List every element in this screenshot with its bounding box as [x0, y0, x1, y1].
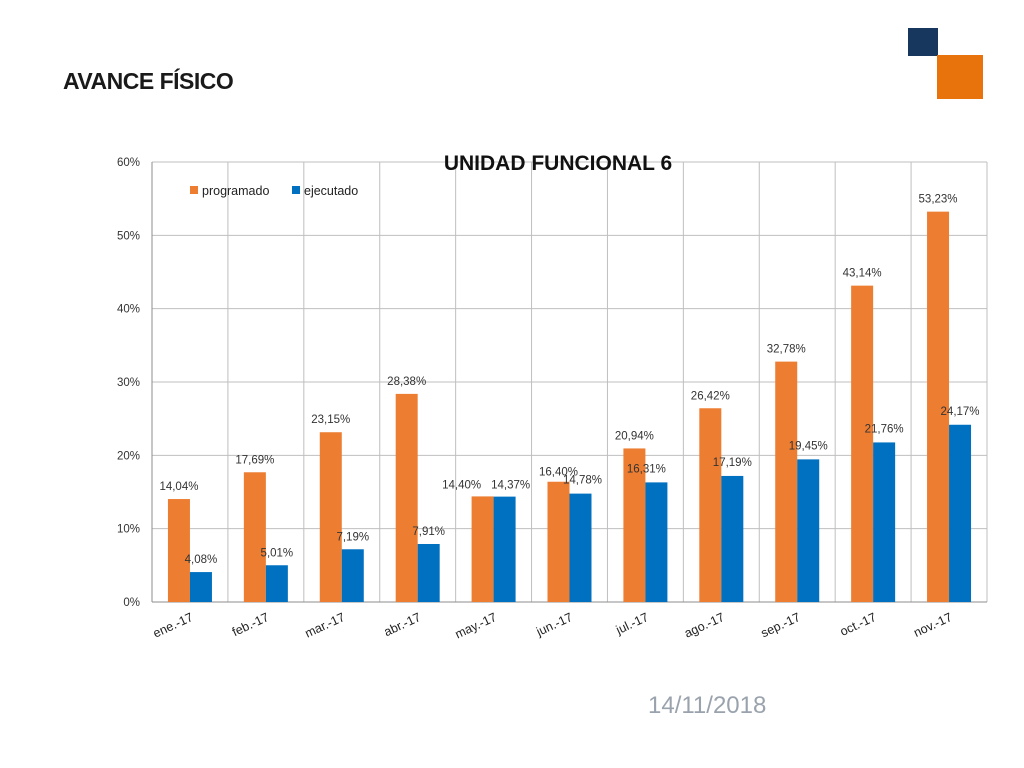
- data-label-programado: 16,40%: [539, 467, 578, 479]
- bar-ejecutado: [493, 496, 516, 602]
- bar-ejecutado: [189, 572, 212, 602]
- bar-ejecutado: [721, 475, 744, 602]
- data-label-ejecutado: 14,78%: [563, 475, 602, 487]
- data-label-programado: 14,40%: [442, 479, 481, 491]
- x-tick-label: ago.-17: [682, 610, 726, 641]
- bar-programado: [927, 211, 950, 602]
- logo-navy-square: [908, 28, 938, 56]
- legend-label-programado: programado: [202, 184, 269, 198]
- legend: programado ejecutado: [190, 184, 358, 198]
- bar-ejecutado: [873, 442, 896, 602]
- bar-programado: [243, 472, 266, 602]
- x-tick-label: jul.-17: [613, 610, 651, 638]
- bar-ejecutado: [569, 493, 592, 602]
- bar-ejecutado: [341, 549, 364, 602]
- x-tick-label: sep.-17: [759, 610, 803, 640]
- data-label-ejecutado: 4,08%: [185, 554, 218, 566]
- slide-date: 14/11/2018: [648, 692, 767, 719]
- bar-ejecutado: [949, 424, 972, 602]
- y-tick-label: 10%: [117, 524, 140, 536]
- legend-swatch-ejecutado: [292, 186, 300, 194]
- bar-programado: [167, 499, 190, 602]
- bar-layer: [167, 211, 972, 602]
- data-label-programado: 32,78%: [767, 344, 806, 356]
- x-tick-label: may.-17: [453, 610, 499, 641]
- bar-ejecutado: [797, 459, 820, 602]
- x-tick-label: jun.-17: [533, 610, 575, 639]
- bar-ejecutado: [645, 482, 668, 602]
- x-tick-label: ene.-17: [151, 610, 195, 641]
- x-tick-label: nov.-17: [911, 610, 954, 640]
- grid-layer: 0% 10% 20% 30% 40% 50% 60%: [117, 157, 988, 609]
- data-label-programado: 23,15%: [311, 414, 350, 426]
- legend-label-ejecutado: ejecutado: [304, 184, 358, 198]
- data-label-ejecutado: 5,01%: [261, 547, 294, 559]
- data-label-ejecutado: 19,45%: [789, 440, 828, 452]
- x-tick-label: mar.-17: [303, 610, 347, 641]
- bar-ejecutado: [417, 543, 440, 602]
- data-label-programado: 53,23%: [919, 194, 958, 206]
- legend-swatch-programado: [190, 186, 198, 194]
- data-label-ejecutado: 7,91%: [412, 526, 445, 538]
- data-label-ejecutado: 14,37%: [491, 480, 530, 492]
- data-label-ejecutado: 24,17%: [941, 406, 980, 418]
- y-tick-label: 40%: [117, 304, 140, 316]
- data-label-programado: 28,38%: [387, 376, 426, 388]
- chart-title: UNIDAD FUNCIONAL 6: [444, 152, 672, 175]
- data-label-ejecutado: 7,19%: [336, 531, 369, 543]
- bar-programado: [395, 393, 418, 602]
- y-tick-label: 60%: [117, 157, 140, 169]
- bar-programado: [775, 361, 798, 602]
- x-tick-label: feb.-17: [230, 610, 271, 639]
- data-label-ejecutado: 16,31%: [627, 463, 666, 475]
- bar-programado: [851, 285, 874, 602]
- slide-title: AVANCE FÍSICO: [63, 68, 234, 94]
- data-label-programado: 17,69%: [235, 454, 274, 466]
- bar-programado: [699, 408, 722, 602]
- bar-programado: [471, 496, 494, 602]
- bar-programado: [547, 481, 570, 602]
- data-label-ejecutado: 21,76%: [865, 423, 904, 435]
- data-label-ejecutado: 17,19%: [713, 457, 752, 469]
- logo-orange-square: [937, 55, 983, 99]
- y-tick-label: 30%: [117, 377, 140, 389]
- bar-programado: [623, 448, 646, 602]
- bar-programado: [319, 432, 342, 602]
- data-label-programado: 43,14%: [843, 268, 882, 280]
- data-label-programado: 20,94%: [615, 430, 654, 442]
- y-tick-label: 50%: [117, 230, 140, 242]
- y-tick-label: 20%: [117, 450, 140, 462]
- x-tick-label: oct.-17: [838, 610, 879, 639]
- bar-ejecutado: [265, 565, 288, 602]
- x-tick-label: abr.-17: [382, 610, 423, 639]
- y-tick-label: 0%: [123, 597, 140, 609]
- data-label-programado: 14,04%: [159, 481, 198, 493]
- data-label-programado: 26,42%: [691, 390, 730, 402]
